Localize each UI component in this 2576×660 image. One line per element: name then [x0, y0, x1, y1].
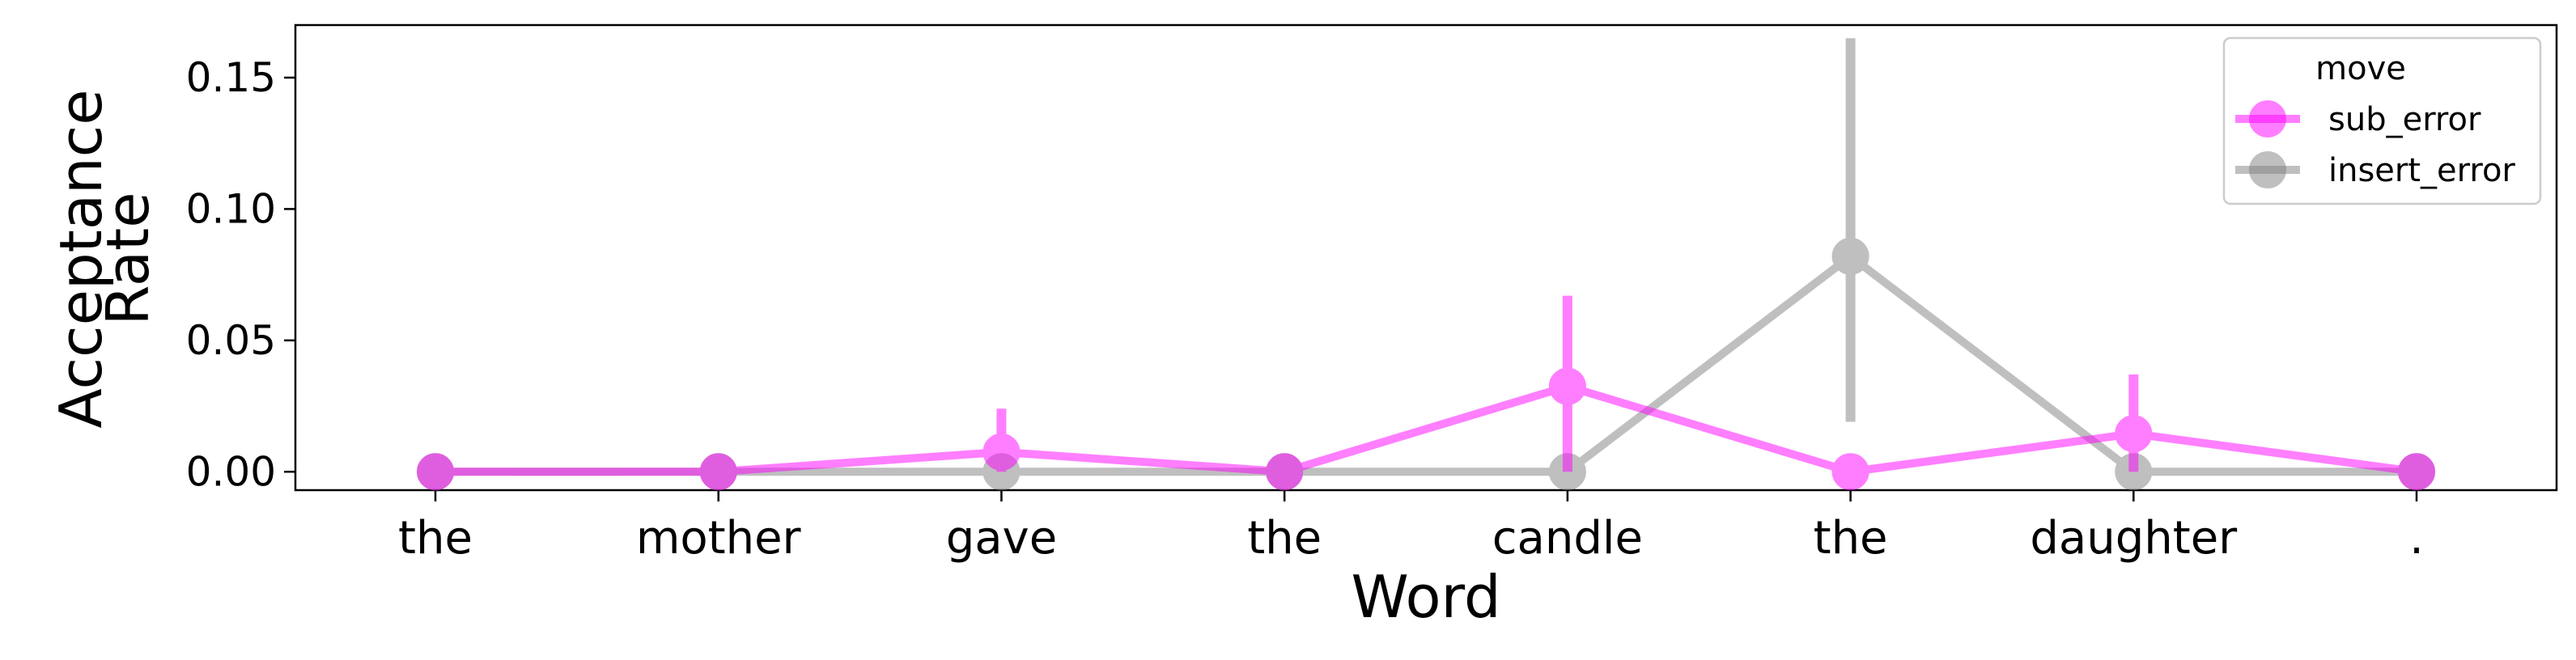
y-tick-label: 0.10	[186, 185, 276, 232]
data-point	[1831, 453, 1869, 491]
x-tick-label: gave	[946, 512, 1057, 565]
legend-entry-sub_error: sub_error	[2235, 100, 2481, 138]
x-tick-label: daughter	[2030, 512, 2238, 565]
x-tick-label: the	[398, 512, 473, 565]
data-point	[982, 433, 1021, 471]
x-axis: the mother gave the candle the daughter.	[398, 490, 2424, 565]
data-point	[2115, 415, 2153, 453]
x-tick-label: the	[1814, 512, 1888, 565]
data-point	[699, 453, 737, 491]
y-tick-label: 0.00	[186, 448, 276, 495]
legend: move sub_error insert_error	[2222, 36, 2542, 205]
legend-label: insert_error	[2328, 152, 2515, 189]
x-tick-label: mother	[636, 512, 802, 565]
legend-title: move	[2315, 50, 2406, 87]
x-axis-title: Word	[1351, 563, 1500, 631]
data-point	[1548, 367, 1586, 405]
series-sub_error	[417, 295, 2435, 491]
series-layer	[417, 38, 2435, 491]
data-point	[417, 453, 454, 491]
x-tick-label: .	[2409, 512, 2424, 565]
y-axis-title-line-2: Rate	[94, 192, 162, 325]
data-point	[1831, 237, 1869, 275]
series-line	[435, 382, 2417, 476]
x-tick-label: the	[1247, 512, 1322, 565]
x-tick-label: candle	[1492, 512, 1643, 565]
y-axis-title-line-1: Acceptance	[47, 89, 115, 428]
y-axis-title: Acceptance Rate	[47, 89, 162, 428]
legend-box	[2222, 36, 2542, 205]
y-axis: 0.00 0.05 0.10 0.15	[186, 54, 295, 495]
legend-label: sub_error	[2328, 101, 2481, 138]
y-tick-label: 0.15	[186, 54, 276, 101]
data-point	[2398, 453, 2435, 491]
y-tick-label: 0.05	[186, 317, 276, 364]
data-point	[1266, 453, 1304, 491]
legend-swatch-marker	[2249, 151, 2286, 188]
legend-swatch-marker	[2249, 100, 2286, 138]
legend-entry-insert_error: insert_error	[2235, 151, 2515, 189]
plot-area	[294, 23, 2558, 492]
